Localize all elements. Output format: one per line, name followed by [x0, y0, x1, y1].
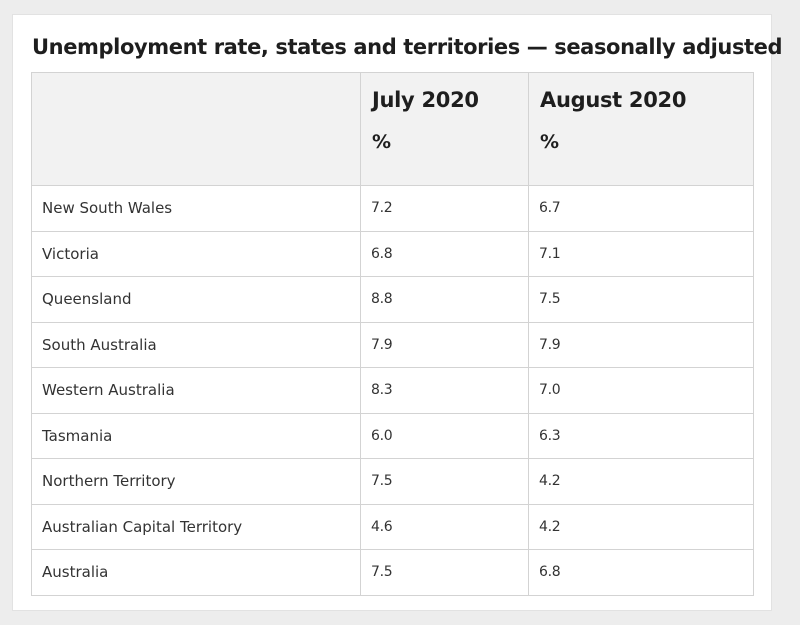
table-row: Queensland 8.8 7.5 [31, 276, 754, 323]
value-cell: 7.1 [528, 230, 754, 277]
row-label: Australian Capital Territory [31, 503, 361, 550]
row-label: Western Australia [31, 367, 361, 414]
value-cell: 4.2 [528, 458, 754, 505]
table-row: Tasmania 6.0 6.3 [31, 412, 754, 459]
table-row: Victoria 6.8 7.1 [31, 230, 754, 277]
table-row: Western Australia 8.3 7.0 [31, 367, 754, 414]
table-row: Northern Territory 7.5 4.2 [31, 458, 754, 505]
row-label: New South Wales [31, 185, 361, 232]
value-cell: 8.3 [360, 367, 529, 414]
row-label: Tasmania [31, 412, 361, 459]
table-row: New South Wales 7.2 6.7 [31, 185, 754, 232]
value-cell: 7.5 [360, 549, 529, 596]
value-cell: 6.0 [360, 412, 529, 459]
value-cell: 8.8 [360, 276, 529, 323]
row-label: Queensland [31, 276, 361, 323]
row-label: Australia [31, 549, 361, 596]
value-cell: 7.0 [528, 367, 754, 414]
column-unit-label: % [372, 131, 392, 153]
table-row: South Australia 7.9 7.9 [31, 321, 754, 368]
value-cell: 7.9 [360, 321, 529, 368]
value-cell: 6.3 [528, 412, 754, 459]
header-blank-cell [31, 72, 361, 186]
value-cell: 7.9 [528, 321, 754, 368]
value-cell: 7.5 [360, 458, 529, 505]
value-cell: 4.6 [360, 503, 529, 550]
row-label: Northern Territory [31, 458, 361, 505]
value-cell: 7.2 [360, 185, 529, 232]
column-header-label: August 2020 [540, 88, 687, 112]
column-header-label: July 2020 [372, 88, 479, 112]
value-cell: 6.8 [528, 549, 754, 596]
value-cell: 6.7 [528, 185, 754, 232]
value-cell: 6.8 [360, 230, 529, 277]
column-unit-label: % [540, 131, 560, 153]
table-card: Unemployment rate, states and territorie… [12, 14, 783, 611]
row-label: South Australia [31, 321, 361, 368]
value-cell: 4.2 [528, 503, 754, 550]
row-label: Victoria [31, 230, 361, 277]
header-cell-july: July 2020 % [360, 72, 529, 186]
table-row: Australian Capital Territory 4.6 4.2 [31, 503, 754, 550]
table-row: Australia 7.5 6.8 [31, 549, 754, 596]
header-cell-august: August 2020 % [528, 72, 754, 186]
table-title: Unemployment rate, states and territorie… [32, 35, 783, 59]
value-cell: 7.5 [528, 276, 754, 323]
header-row: July 2020 % August 2020 % [31, 72, 754, 186]
unemployment-table: July 2020 % August 2020 % New South Wale… [31, 72, 754, 596]
